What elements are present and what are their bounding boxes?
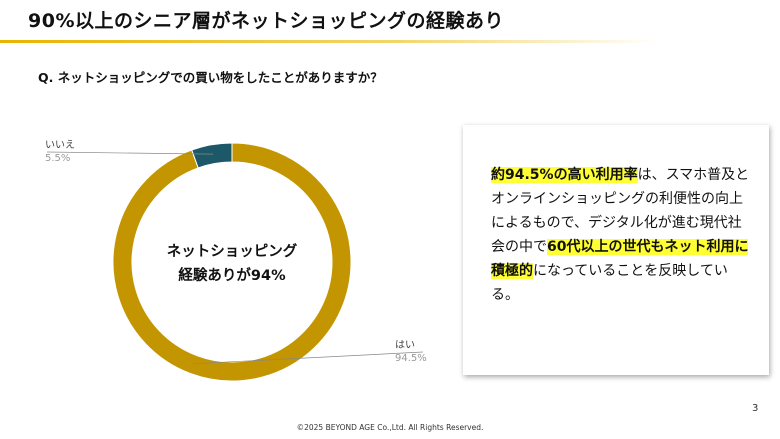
copyright: ©2025 BEYOND AGE Co.,Ltd. All Rights Res…	[296, 423, 484, 432]
slice-value-label: 94.5%	[395, 353, 427, 364]
slice-label: いいえ	[45, 139, 75, 151]
slice-label: はい	[395, 339, 415, 351]
donut-slice	[191, 142, 233, 169]
donut-slice	[112, 142, 352, 382]
leader-line	[46, 151, 214, 155]
body-text: になっていることを反映している。	[491, 263, 728, 303]
title-rule	[0, 40, 660, 43]
slice-value-label: 5.5%	[45, 153, 70, 164]
center-label: ネットショッピング	[167, 242, 298, 260]
chart-title: Q. ネットショッピングでの買い物をしたことがありますか？	[38, 70, 383, 85]
leader-line	[191, 351, 424, 365]
highlight-text: 約94.5%の高い利用率	[491, 167, 638, 183]
callout-text: 約94.5%の高い利用率は、スマホ普及とオンラインショッピングの利便性の向上によ…	[491, 163, 753, 307]
body-text: は、スマホ普及とオンラインショッピングの利便性の向上によるもので、デジタル化が進…	[491, 167, 750, 255]
center-label: 経験ありが94%	[178, 266, 286, 284]
slide-title: 90%以上のシニア層がネットショッピングの経験あり	[28, 10, 504, 32]
page-number: 3	[752, 403, 759, 414]
